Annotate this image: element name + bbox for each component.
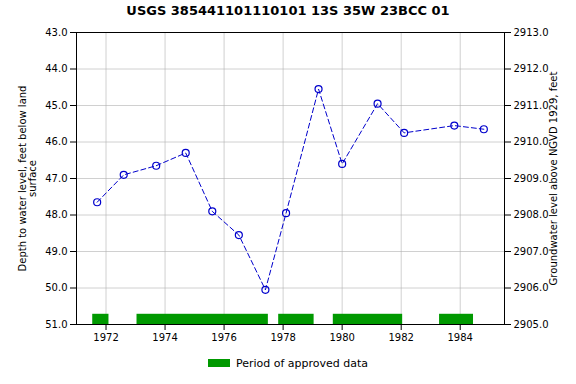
- svg-text:45.0: 45.0: [45, 100, 67, 111]
- svg-text:Depth to water level, feet bel: Depth to water level, feet below landsur…: [17, 86, 38, 272]
- svg-text:1974: 1974: [152, 332, 177, 343]
- svg-text:2912.0: 2912.0: [514, 63, 549, 74]
- svg-text:48.0: 48.0: [45, 209, 67, 220]
- svg-text:1984: 1984: [447, 332, 472, 343]
- svg-text:2913.0: 2913.0: [514, 27, 549, 38]
- svg-text:47.0: 47.0: [45, 173, 67, 184]
- svg-text:2907.0: 2907.0: [514, 246, 549, 257]
- svg-text:1980: 1980: [329, 332, 354, 343]
- svg-text:46.0: 46.0: [45, 136, 67, 147]
- svg-text:Groundwater level above NGVD 1: Groundwater level above NGVD 1929, feet: [548, 72, 559, 286]
- svg-text:44.0: 44.0: [45, 63, 67, 74]
- svg-text:2910.0: 2910.0: [514, 136, 549, 147]
- html-text:Period of approved data: Period of approved data: [235, 356, 369, 370]
- svg-text:49.0: 49.0: [45, 246, 67, 257]
- svg-text:50.0: 50.0: [45, 282, 67, 293]
- svg-text:1976: 1976: [211, 332, 236, 343]
- svg-text:2908.0: 2908.0: [514, 209, 549, 220]
- svg-text:1978: 1978: [270, 332, 295, 343]
- svg-text:1972: 1972: [93, 332, 118, 343]
- svg-text:2906.0: 2906.0: [514, 282, 549, 293]
- svg-text:51.0: 51.0: [45, 319, 67, 330]
- svg-text:43.0: 43.0: [45, 27, 67, 38]
- html-text:USGS 385441101110101 13S 35W 2: USGS 385441101110101 13S 35W 23BCC 01: [126, 3, 450, 18]
- svg-text:2911.0: 2911.0: [514, 100, 549, 111]
- svg-text:2909.0: 2909.0: [514, 173, 549, 184]
- svg-text:2905.0: 2905.0: [514, 319, 549, 330]
- svg-text:1982: 1982: [388, 332, 413, 343]
